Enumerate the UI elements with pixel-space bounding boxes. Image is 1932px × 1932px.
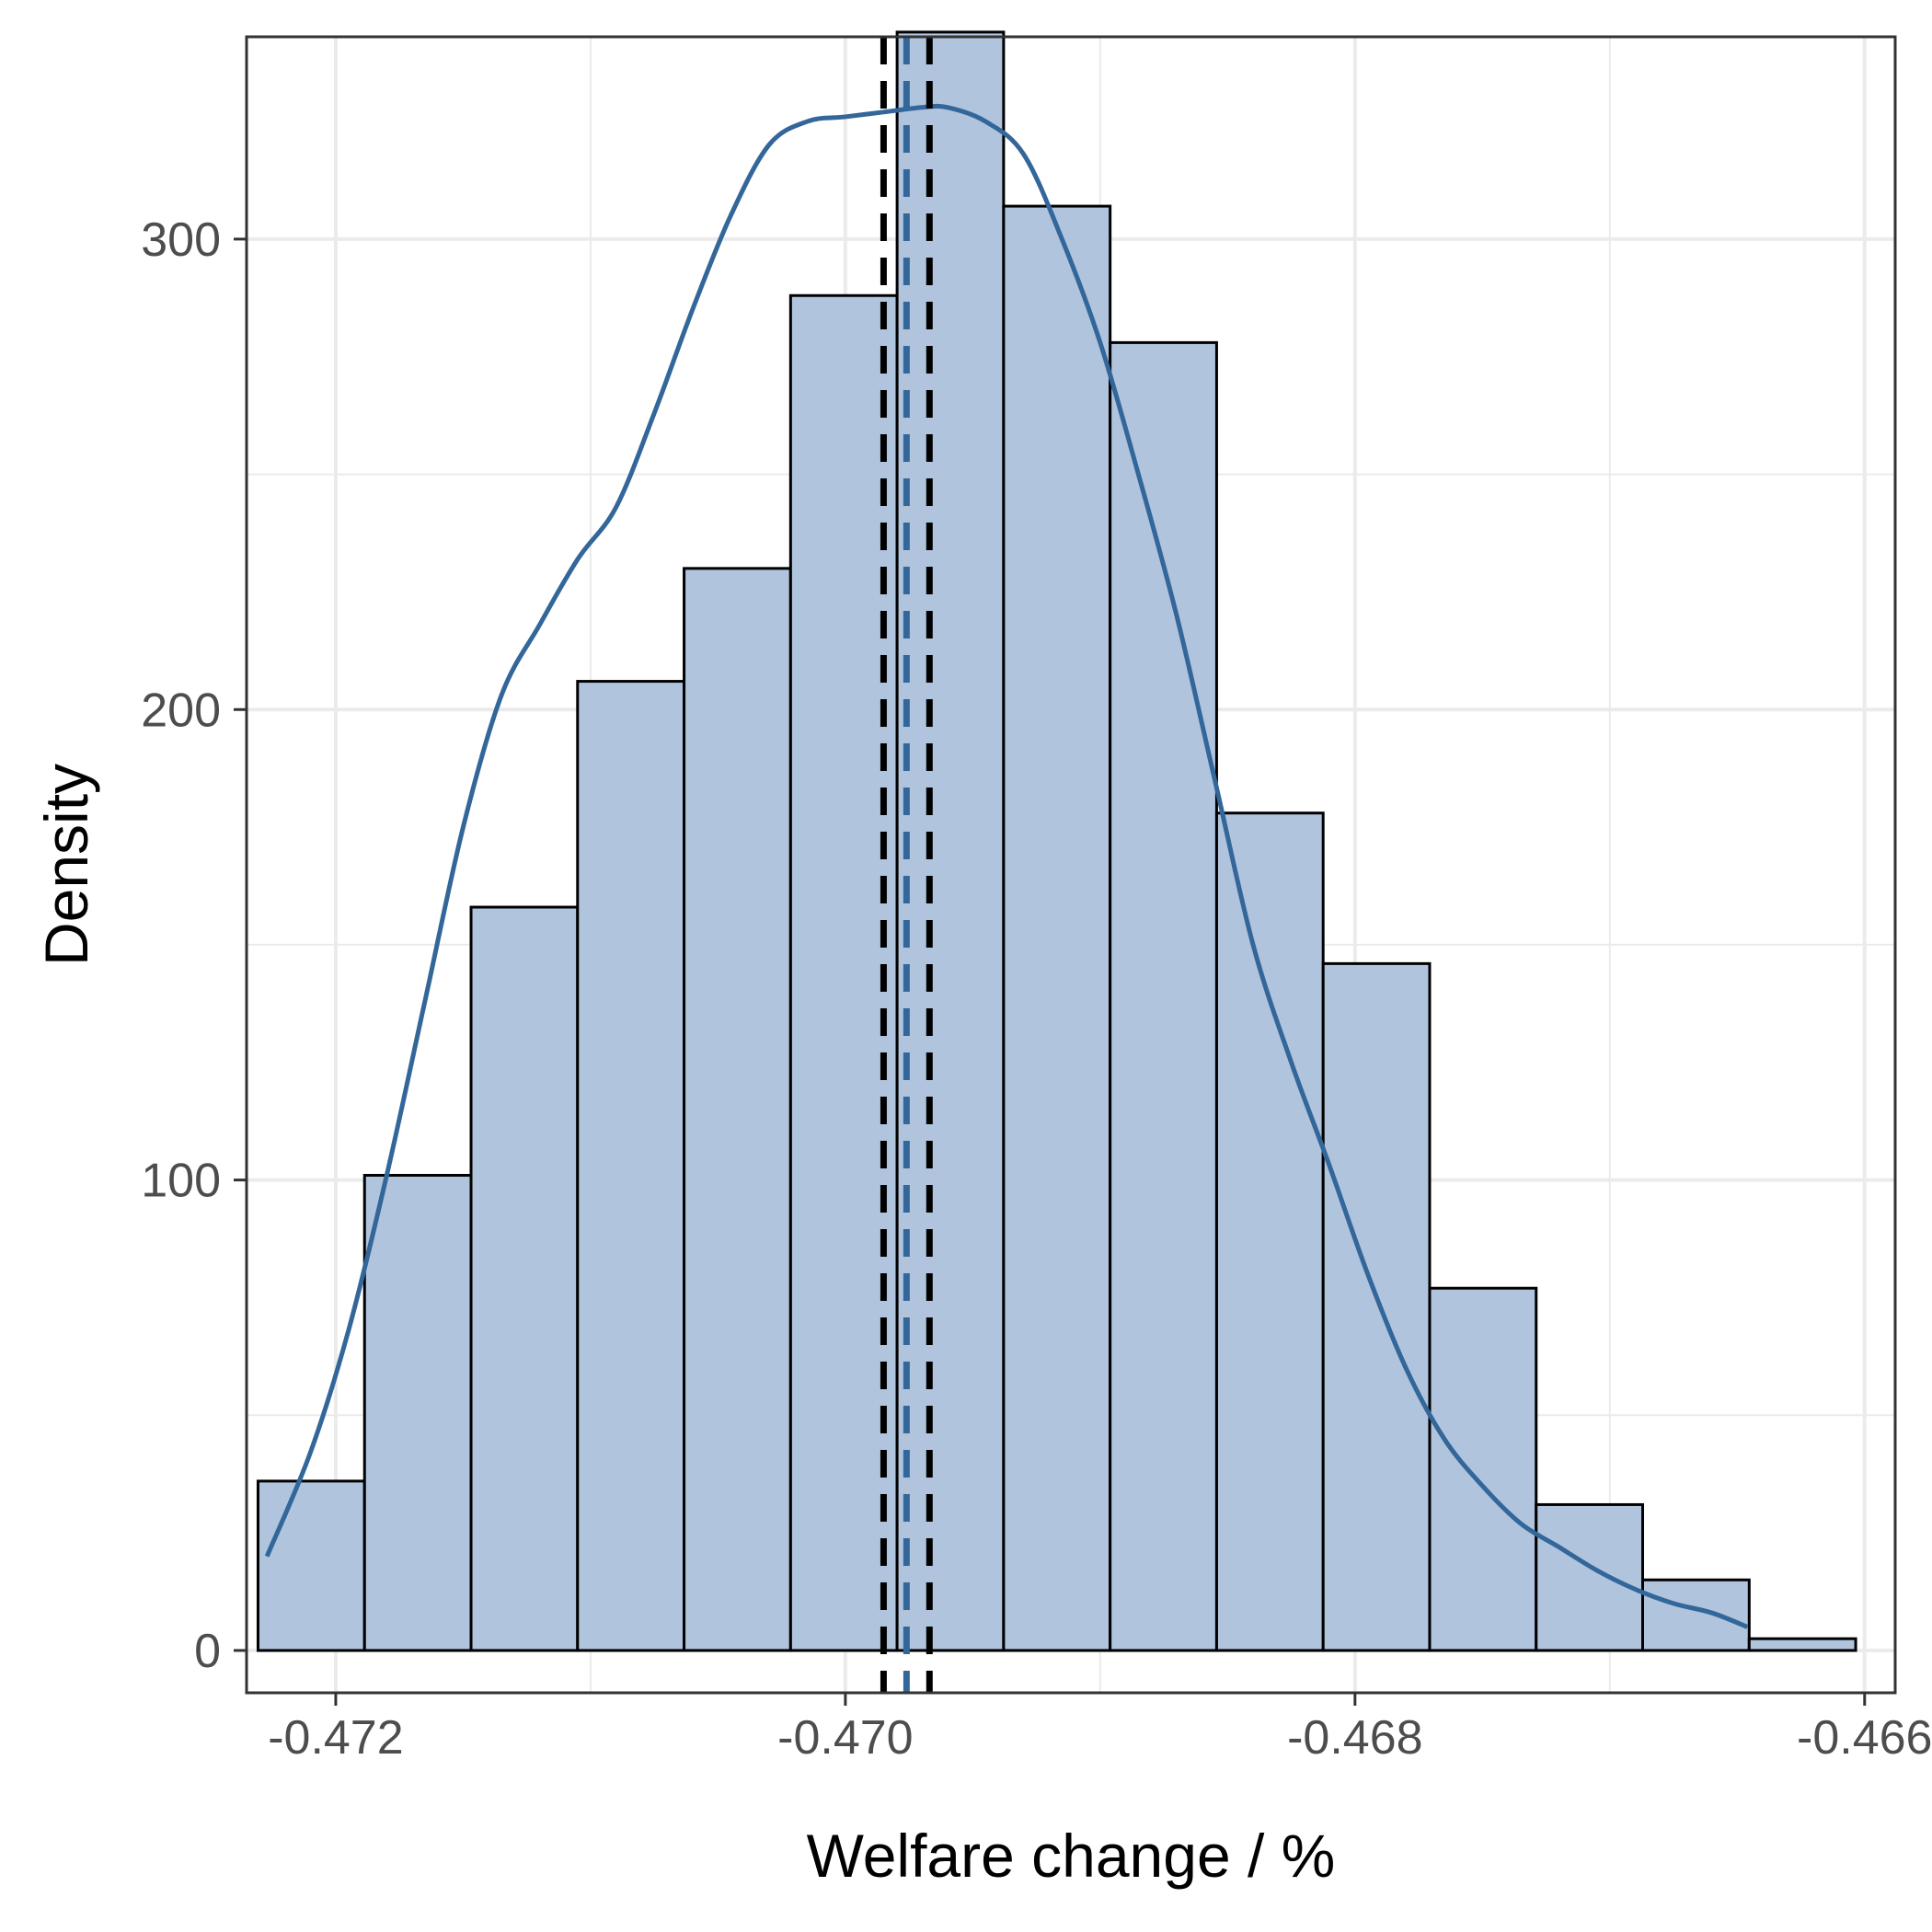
histogram-bar — [469, 905, 580, 1652]
histogram-bar — [1214, 811, 1325, 1652]
reference-lines — [880, 37, 933, 1693]
y-tick-label: 300 — [141, 213, 221, 267]
x-tick-label: -0.472 — [268, 1711, 403, 1765]
histogram-bar — [1641, 1578, 1751, 1652]
x-axis: -0.472 -0.470 -0.468 -0.466 — [268, 1693, 1932, 1765]
y-tick-label: 0 — [194, 1625, 221, 1678]
y-tick-label: 100 — [141, 1155, 221, 1208]
density-curve-group — [264, 103, 1749, 1629]
histogram-bar — [256, 1479, 366, 1652]
y-axis-title: Density — [32, 764, 100, 966]
histogram-bar — [683, 567, 792, 1652]
histogram-bar — [362, 1174, 473, 1652]
density-curve — [264, 103, 1749, 1629]
histogram-bar — [1428, 1286, 1538, 1652]
histogram-bar — [1535, 1502, 1645, 1652]
x-tick-label: -0.468 — [1287, 1711, 1422, 1765]
y-axis: 0 100 200 300 — [141, 213, 247, 1678]
panel-border — [245, 35, 1897, 1695]
histogram-bar — [895, 30, 1006, 1652]
histogram-bar — [1747, 1637, 1857, 1652]
x-tick-label: -0.470 — [777, 1711, 913, 1765]
y-tick-label: 200 — [141, 684, 221, 737]
histogram-bar — [1002, 204, 1112, 1652]
x-axis-title: Welfare change / % — [807, 1822, 1336, 1890]
histogram-bar — [1109, 340, 1218, 1652]
x-tick-label: -0.466 — [1797, 1711, 1932, 1765]
histogram-bar — [576, 680, 686, 1652]
histogram-bars — [256, 30, 1857, 1652]
histogram-bar — [1321, 961, 1432, 1652]
